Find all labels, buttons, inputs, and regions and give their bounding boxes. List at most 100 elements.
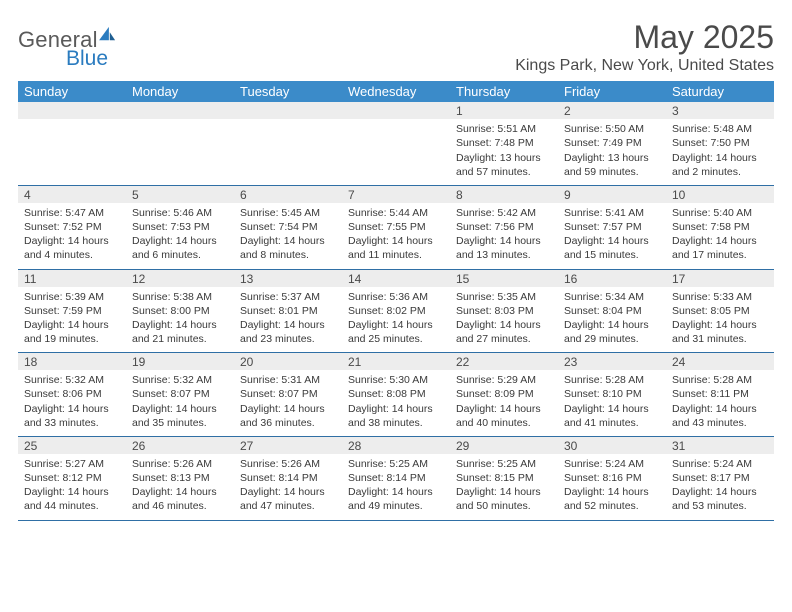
day-day2: and 13 minutes. [456, 248, 552, 262]
day-detail: Sunrise: 5:44 AMSunset: 7:55 PMDaylight:… [342, 203, 450, 269]
day-detail: Sunrise: 5:38 AMSunset: 8:00 PMDaylight:… [126, 287, 234, 353]
day-number: 7 [342, 186, 450, 203]
day-sunset: Sunset: 8:17 PM [672, 471, 768, 485]
day-day1: Daylight: 14 hours [564, 485, 660, 499]
header: GeneralBlue May 2025 Kings Park, New Yor… [18, 20, 774, 75]
day-sunset: Sunset: 8:04 PM [564, 304, 660, 318]
day-day1: Daylight: 14 hours [672, 485, 768, 499]
daynum-row: 123 [18, 102, 774, 119]
day-day2: and 15 minutes. [564, 248, 660, 262]
day-day2: and 40 minutes. [456, 416, 552, 430]
day-sunrise: Sunrise: 5:28 AM [672, 373, 768, 387]
day-day2: and 50 minutes. [456, 499, 552, 513]
day-sunrise: Sunrise: 5:50 AM [564, 122, 660, 136]
day-day2: and 8 minutes. [240, 248, 336, 262]
day-sunset: Sunset: 8:09 PM [456, 387, 552, 401]
day-number [342, 102, 450, 119]
detail-row: Sunrise: 5:39 AMSunset: 7:59 PM Daylight:… [18, 287, 774, 354]
weekday-header: Tuesday [234, 81, 342, 102]
weeks-container: 123Sunrise: 5:51 AMSunset: 7:48 PMDaylig… [18, 102, 774, 520]
day-sunrise: Sunrise: 5:24 AM [672, 457, 768, 471]
day-sunrise: Sunrise: 5:44 AM [348, 206, 444, 220]
day-detail: Sunrise: 5:24 AMSunset: 8:17 PMDaylight:… [666, 454, 774, 520]
day-day2: and 53 minutes. [672, 499, 768, 513]
day-day1: Daylight: 13 hours [456, 151, 552, 165]
day-detail: Sunrise: 5:32 AMSunset: 8:07 PMDaylight:… [126, 370, 234, 436]
day-detail: Sunrise: 5:42 AMSunset: 7:56 PMDaylight:… [450, 203, 558, 269]
day-day2: and 6 minutes. [132, 248, 228, 262]
day-day1: Daylight: 14 hours [132, 402, 228, 416]
day-day1: Daylight: 14 hours [456, 402, 552, 416]
day-day2: and 23 minutes. [240, 332, 336, 346]
day-day1: Daylight: 14 hours [348, 485, 444, 499]
day-sunset: Sunset: 7:59 PM [24, 304, 120, 318]
day-sunrise: Sunrise: 5:35 AM [456, 290, 552, 304]
day-sunrise: Sunrise: 5:48 AM [672, 122, 768, 136]
day-sunset: Sunset: 8:14 PM [348, 471, 444, 485]
day-detail: Sunrise: 5:36 AMSunset: 8:02 PMDaylight:… [342, 287, 450, 353]
day-sunrise: Sunrise: 5:36 AM [348, 290, 444, 304]
day-day2: and 47 minutes. [240, 499, 336, 513]
day-detail: Sunrise: 5:25 AMSunset: 8:15 PMDaylight:… [450, 454, 558, 520]
day-day1: Daylight: 14 hours [672, 318, 768, 332]
weekday-header: Saturday [666, 81, 774, 102]
location-text: Kings Park, New York, United States [515, 57, 774, 75]
day-number: 2 [558, 102, 666, 119]
day-sunset: Sunset: 7:53 PM [132, 220, 228, 234]
day-detail: Sunrise: 5:50 AMSunset: 7:49 PMDaylight:… [558, 119, 666, 185]
day-sunrise: Sunrise: 5:39 AM [24, 290, 120, 304]
day-day2: and 44 minutes. [24, 499, 120, 513]
day-day1: Daylight: 14 hours [672, 402, 768, 416]
day-detail: Sunrise: 5:24 AMSunset: 8:16 PMDaylight:… [558, 454, 666, 520]
day-detail: Sunrise: 5:31 AMSunset: 8:07 PMDaylight:… [234, 370, 342, 436]
weekday-header-row: SundayMondayTuesdayWednesdayThursdayFrid… [18, 81, 774, 102]
day-day2: and 35 minutes. [132, 416, 228, 430]
day-sunset: Sunset: 7:56 PM [456, 220, 552, 234]
day-day2: and 11 minutes. [348, 248, 444, 262]
day-day1: Daylight: 14 hours [240, 234, 336, 248]
day-sunrise: Sunrise: 5:41 AM [564, 206, 660, 220]
day-day2: and 43 minutes. [672, 416, 768, 430]
day-number: 15 [450, 270, 558, 287]
day-detail: Sunrise: 5:30 AMSunset: 8:08 PMDaylight:… [342, 370, 450, 436]
day-number: 12 [126, 270, 234, 287]
day-day2: and 19 minutes. [24, 332, 120, 346]
day-number: 25 [18, 437, 126, 454]
day-detail: Sunrise: 5:28 AMSunset: 8:10 PMDaylight:… [558, 370, 666, 436]
day-sunset: Sunset: 8:13 PM [132, 471, 228, 485]
day-day2: and 21 minutes. [132, 332, 228, 346]
day-detail: Sunrise: 5:51 AMSunset: 7:48 PMDaylight:… [450, 119, 558, 185]
day-detail: Sunrise: 5:40 AMSunset: 7:58 PMDaylight:… [666, 203, 774, 269]
day-day1: Daylight: 14 hours [564, 234, 660, 248]
day-day1: Daylight: 14 hours [564, 402, 660, 416]
day-day2: and 46 minutes. [132, 499, 228, 513]
day-day2: and 57 minutes. [456, 165, 552, 179]
day-sunset: Sunset: 8:10 PM [564, 387, 660, 401]
day-sunrise: Sunrise: 5:28 AM [564, 373, 660, 387]
day-detail: Sunrise: 5:29 AMSunset: 8:09 PMDaylight:… [450, 370, 558, 436]
weekday-header: Friday [558, 81, 666, 102]
day-sunrise: Sunrise: 5:33 AM [672, 290, 768, 304]
day-sunrise: Sunrise: 5:24 AM [564, 457, 660, 471]
day-detail: Sunrise: 5:25 AMSunset: 8:14 PMDaylight:… [342, 454, 450, 520]
day-detail: Sunrise: 5:33 AMSunset: 8:05 PMDaylight:… [666, 287, 774, 353]
day-day2: and 52 minutes. [564, 499, 660, 513]
day-number: 5 [126, 186, 234, 203]
day-day1: Daylight: 14 hours [132, 234, 228, 248]
day-number: 10 [666, 186, 774, 203]
day-sunset: Sunset: 7:58 PM [672, 220, 768, 234]
day-number: 6 [234, 186, 342, 203]
weekday-header: Wednesday [342, 81, 450, 102]
daynum-row: 25262728293031 [18, 437, 774, 454]
day-sunrise: Sunrise: 5:30 AM [348, 373, 444, 387]
daynum-row: 11121314151617 [18, 270, 774, 287]
day-number: 18 [18, 353, 126, 370]
detail-row: Sunrise: 5:47 AMSunset: 7:52 PMDaylight:… [18, 203, 774, 270]
day-day1: Daylight: 14 hours [348, 234, 444, 248]
day-day2: and 49 minutes. [348, 499, 444, 513]
day-sunrise: Sunrise: 5:27 AM [24, 457, 120, 471]
day-sunset: Sunset: 7:54 PM [240, 220, 336, 234]
day-detail [234, 119, 342, 185]
day-sunset: Sunset: 8:12 PM [24, 471, 120, 485]
day-sunset: Sunset: 7:48 PM [456, 136, 552, 150]
